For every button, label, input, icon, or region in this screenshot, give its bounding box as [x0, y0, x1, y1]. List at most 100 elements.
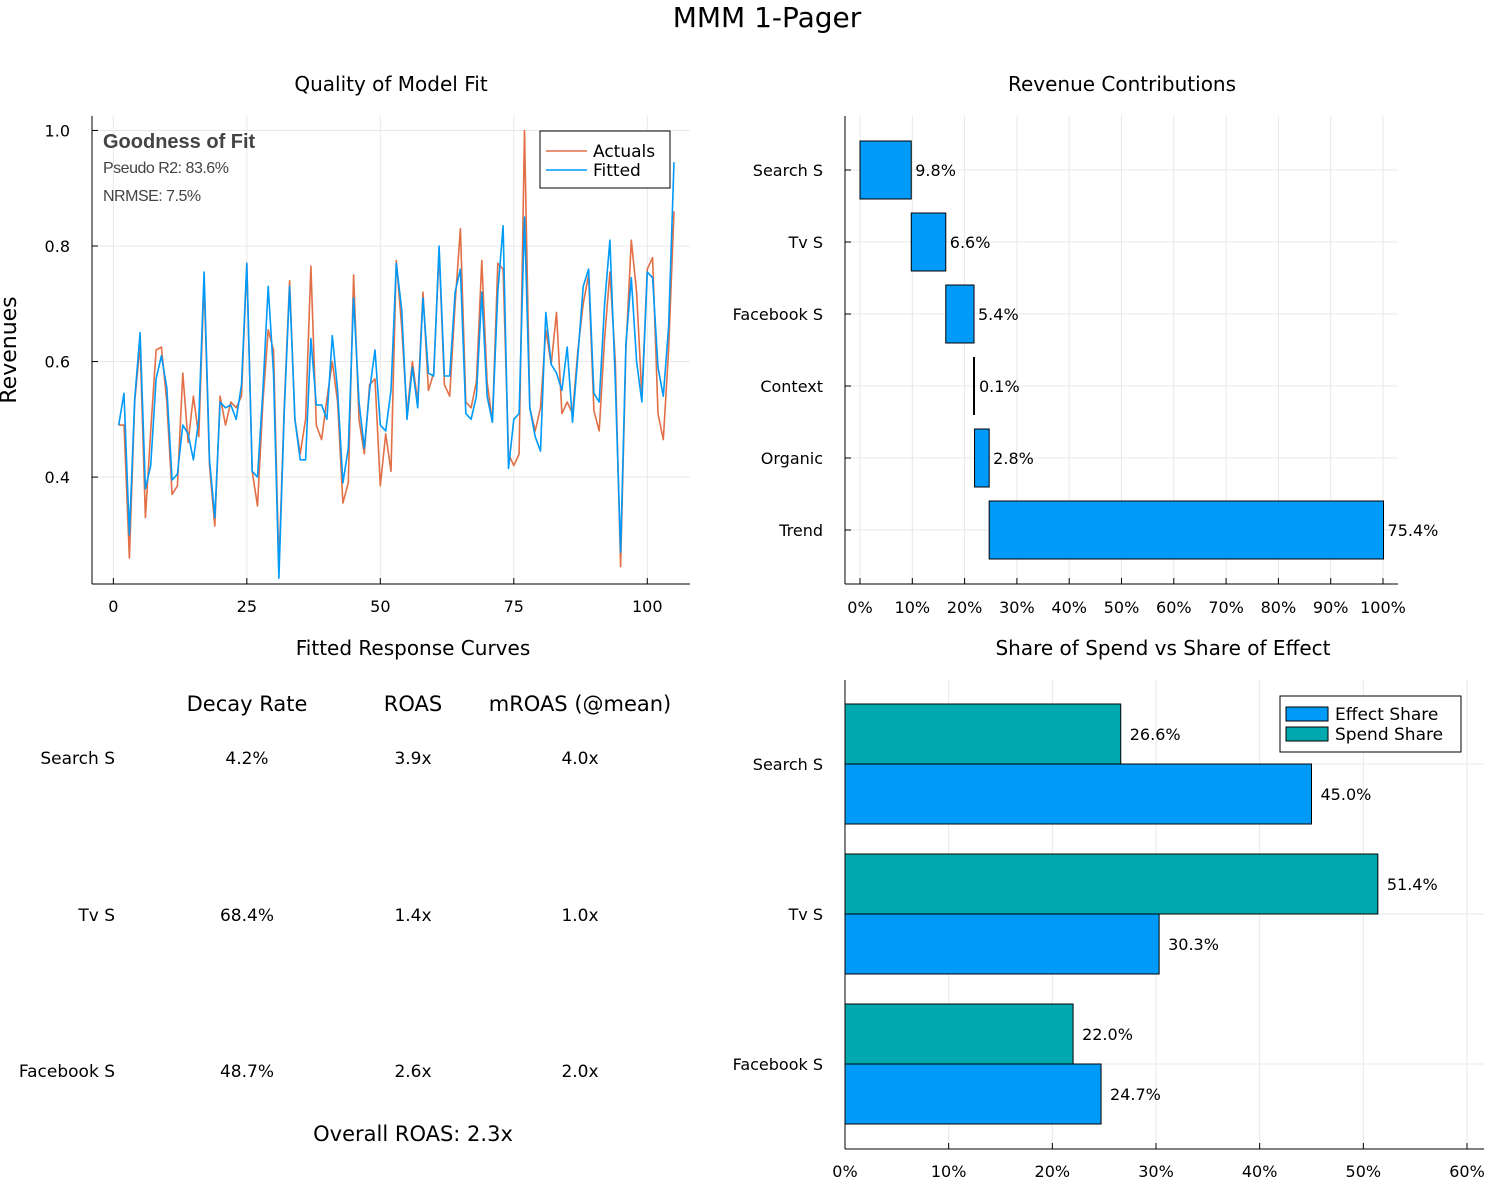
category-label: Organic [761, 449, 823, 468]
effect-share-bar [844, 913, 1160, 975]
x-tick-label: 30% [1138, 1162, 1174, 1181]
effect-share-bar [844, 1063, 1102, 1125]
x-tick-label: 80% [1261, 598, 1297, 617]
column-roas: ROAS [384, 692, 442, 716]
effect-share-value-label: 30.3% [1168, 935, 1219, 954]
legend-spend-label: Spend Share [1335, 725, 1443, 745]
spend-share-bar [844, 1003, 1074, 1065]
row-label: Tv S [77, 906, 115, 926]
roas-cell: 2.6x [394, 1062, 431, 1082]
goodness-of-fit-heading: Goodness of Fit [103, 131, 256, 153]
x-tick-label: 0% [847, 598, 872, 617]
contribution-value-label: 2.8% [993, 449, 1034, 468]
row-label: Facebook S [19, 1062, 115, 1082]
mroas-cell: 4.0x [561, 749, 598, 769]
contribution-value-label: 5.4% [978, 305, 1019, 324]
model-fit-axes [91, 116, 690, 585]
legend-effect-label: Effect Share [1335, 705, 1438, 725]
x-tick-label: 90% [1313, 598, 1349, 617]
x-tick-label: 50% [1346, 1162, 1382, 1181]
x-tick-label: 25 [237, 597, 257, 616]
contributions-axes: Search S Tv S Facebook S Context Organic Tren… [733, 116, 1406, 617]
revenue-contributions-title: Revenue Contributions [1008, 72, 1236, 96]
contribution-value-label: 9.8% [915, 161, 956, 180]
x-tick-label: 20% [1035, 1162, 1071, 1181]
model-fit-lines [117, 129, 675, 580]
model-fit-ticks: 0 25 50 75 100 0.4 0.6 0.8 1.0 [45, 121, 663, 616]
category-label: Tv S [788, 905, 823, 924]
category-label: Search S [753, 161, 823, 180]
roas-cell: 3.9x [394, 749, 431, 769]
x-tick-label: 60% [1156, 598, 1192, 617]
category-label: Facebook S [733, 1055, 823, 1074]
spend-effect-legend: Effect Share Spend Share [1279, 695, 1462, 753]
contribution-bar [945, 284, 975, 344]
page-title: MMM 1-Pager [673, 1, 862, 34]
x-tick-label: 50 [370, 597, 390, 616]
contributions-bars: 9.8% 6.6% 5.4% 0.1% 2.8% 75.4% [859, 140, 1439, 560]
category-label: Search S [753, 755, 823, 774]
x-tick-label: 40% [1051, 598, 1087, 617]
model-fit-grid [92, 116, 690, 584]
x-tick-label: 20% [947, 598, 983, 617]
overall-roas: Overall ROAS: 2.3x [313, 1122, 513, 1146]
revenue-contributions-panel: Revenue Contributions 9.8% 6.6% 5.4% 0.1% 2.… [733, 72, 1439, 617]
decay-rate-cell: 68.4% [220, 906, 274, 926]
spend-effect-axes: Search S Tv S Facebook S 0% 10% 20% 30% 40% 50% 6… [733, 680, 1485, 1181]
model-fit-ylabel: Revenues [0, 296, 22, 403]
category-label: Context [760, 377, 823, 396]
model-fit-title: Quality of Model Fit [294, 72, 487, 96]
nrmse-text: NRMSE: 7.5% [103, 188, 201, 205]
spend-vs-effect-title: Share of Spend vs Share of Effect [995, 636, 1330, 660]
y-tick-label: 1.0 [45, 121, 70, 140]
contribution-value-label: 75.4% [1388, 521, 1439, 540]
spend-share-value-label: 26.6% [1130, 725, 1181, 744]
category-label: Tv S [788, 233, 823, 252]
model-fit-legend: Actuals Fitted [539, 130, 671, 189]
legend-box [1279, 695, 1462, 753]
contribution-bar [988, 500, 1385, 560]
legend-actuals-label: Actuals [593, 142, 655, 162]
legend-spend-swatch [1285, 726, 1329, 742]
model-fit-panel: Quality of Model Fit Revenues 0 25 50 75 100… [0, 72, 690, 616]
x-tick-label: 70% [1208, 598, 1244, 617]
x-tick-label: 75 [504, 597, 524, 616]
decay-rate-cell: 4.2% [225, 749, 268, 769]
pseudo-r2-text: Pseudo R2: 83.6% [103, 160, 229, 177]
x-tick-label: 10% [895, 598, 931, 617]
mroas-cell: 1.0x [561, 906, 598, 926]
spend-share-bar [844, 853, 1379, 915]
contribution-value-label: 0.1% [979, 377, 1020, 396]
table-row: Tv S 68.4% 1.4x 1.0x [77, 906, 598, 926]
effect-share-value-label: 24.7% [1110, 1085, 1161, 1104]
spend-share-bar [844, 703, 1122, 765]
x-tick-label: 100% [1360, 598, 1406, 617]
response-curves-panel: Fitted Response Curves Decay Rate ROAS m… [19, 636, 671, 1146]
category-label: Trend [778, 521, 823, 540]
x-tick-label: 40% [1242, 1162, 1278, 1181]
x-tick-label: 0% [832, 1162, 857, 1181]
x-tick-label: 50% [1104, 598, 1140, 617]
effect-share-bar [844, 763, 1312, 825]
effect-share-value-label: 45.0% [1321, 785, 1372, 804]
row-label: Search S [40, 749, 115, 769]
spend-effect-bars: 26.6% 45.0% 51.4% 30.3% 22.0% 24.7% [844, 703, 1438, 1125]
column-decay-rate: Decay Rate [187, 692, 308, 716]
table-row: Facebook S 48.7% 2.6x 2.0x [19, 1062, 599, 1082]
x-tick-label: 30% [999, 598, 1035, 617]
table-row: Search S 4.2% 3.9x 4.0x [40, 749, 598, 769]
fitted-series-line [117, 162, 675, 580]
spend-share-value-label: 22.0% [1082, 1025, 1133, 1044]
y-tick-label: 0.4 [45, 468, 70, 487]
legend-box [539, 130, 671, 189]
goodness-of-fit-annotation: Goodness of Fit Pseudo R2: 83.6% NRMSE: … [103, 131, 256, 205]
legend-fitted-label: Fitted [593, 161, 641, 181]
x-tick-label: 10% [931, 1162, 967, 1181]
y-tick-label: 0.8 [45, 237, 70, 256]
roas-cell: 1.4x [394, 906, 431, 926]
response-curves-title: Fitted Response Curves [296, 636, 530, 660]
category-label: Facebook S [733, 305, 823, 324]
decay-rate-cell: 48.7% [220, 1062, 274, 1082]
spend-share-value-label: 51.4% [1387, 875, 1438, 894]
